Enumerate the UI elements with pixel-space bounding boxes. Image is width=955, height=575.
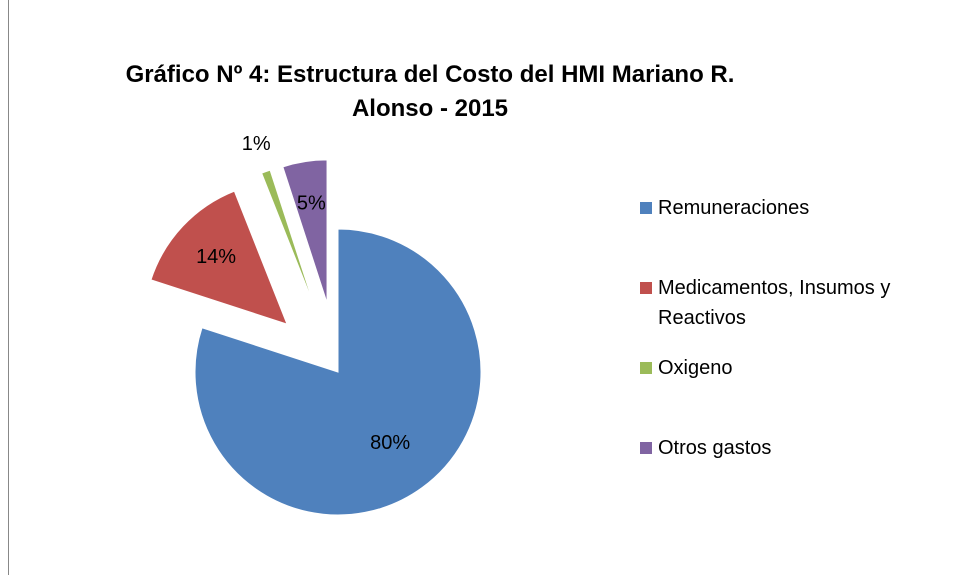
legend-swatch (640, 362, 652, 374)
pie-slice (282, 159, 328, 304)
pie-slice (260, 169, 315, 307)
legend-item: Otros gastos (640, 433, 950, 463)
legend-label: Medicamentos, Insumos y Reactivos (658, 277, 891, 329)
chart-title: Gráfico Nº 4: Estructura del Costo del H… (125, 61, 735, 122)
legend-item: Medicamentos, Insumos y Reactivos (640, 273, 950, 333)
legend-swatch (640, 442, 652, 454)
legend-item: Remuneraciones (640, 193, 950, 223)
legend-swatch (640, 202, 652, 214)
legend-label: Oxigeno (658, 357, 733, 379)
legend-swatch (640, 282, 652, 294)
chart-frame (8, 0, 9, 575)
legend-label: Remuneraciones (658, 197, 810, 219)
pie-slice (194, 228, 482, 516)
legend-item: Oxigeno (640, 353, 950, 383)
legend-label: Otros gastos (658, 437, 772, 459)
data-label: 80% (370, 432, 410, 454)
data-label: 1% (242, 133, 271, 155)
data-label: 14% (196, 246, 236, 268)
data-label: 5% (297, 192, 326, 214)
pie-slice (150, 190, 288, 325)
